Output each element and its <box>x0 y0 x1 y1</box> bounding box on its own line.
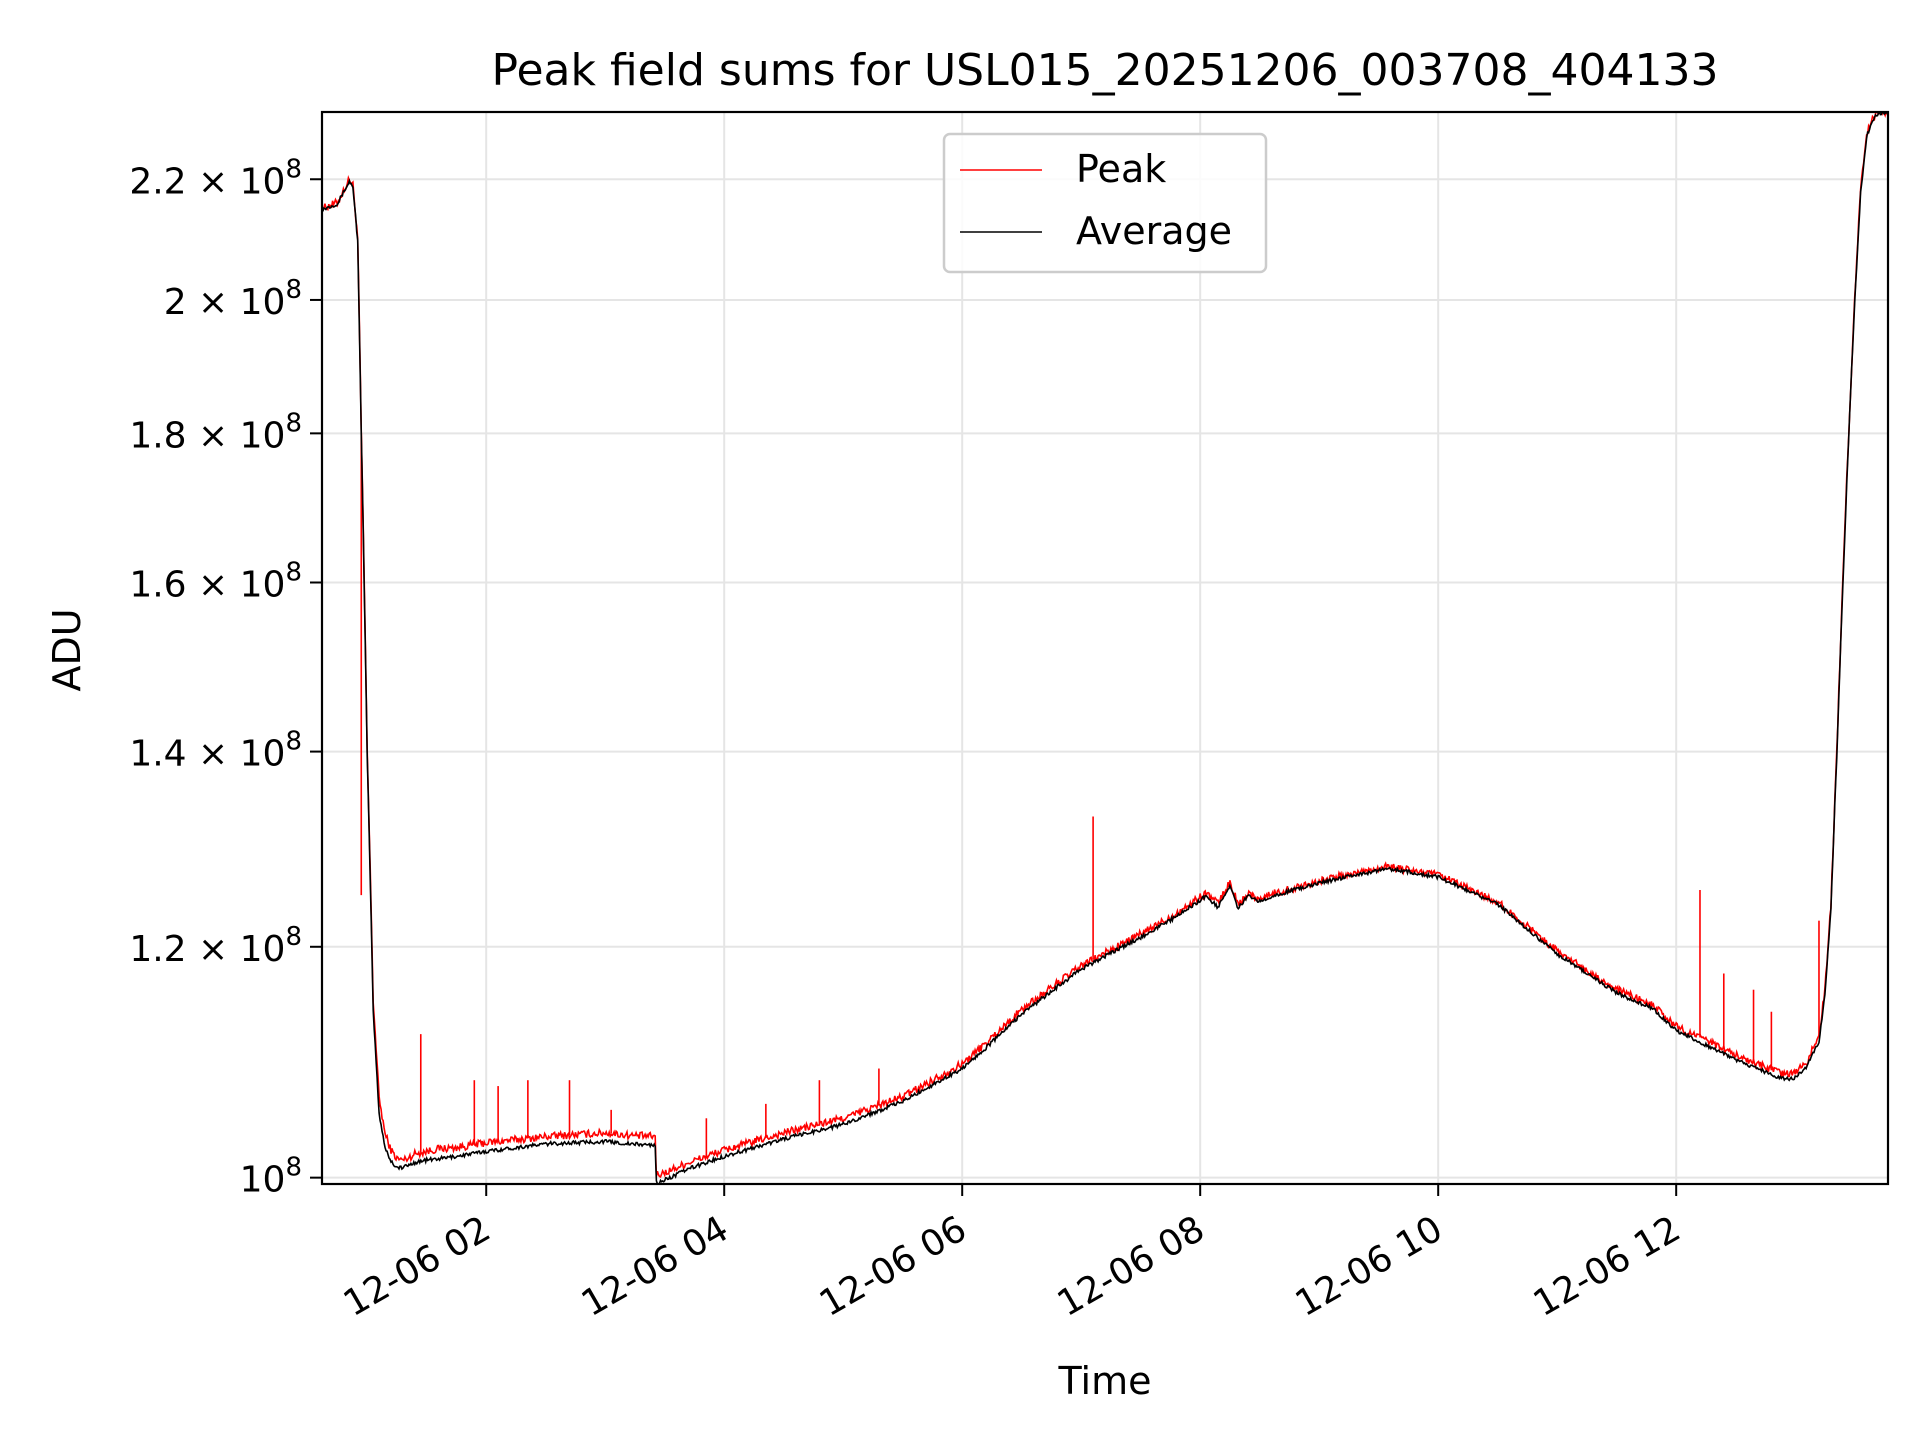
grid <box>322 112 1888 1184</box>
series-line-average <box>322 112 1888 1184</box>
series-line-peak <box>322 112 1888 1178</box>
y-tick-label: 1.2 × 108 <box>129 922 302 970</box>
y-tick-label: 1.8 × 108 <box>129 408 302 456</box>
legend-label-average: Average <box>1076 209 1232 253</box>
chart-title: Peak field sums for USL015_20251206_0037… <box>492 45 1719 96</box>
legend: Peak Average <box>942 132 1268 274</box>
y-tick-label: 1.4 × 108 <box>129 727 302 775</box>
y-axis: 108 1.2 × 108 1.4 × 108 1.6 × 108 1.8 × 108 2… <box>129 154 322 1201</box>
legend-label-peak: Peak <box>1076 147 1166 191</box>
y-tick-label: 1.6 × 108 <box>129 558 302 606</box>
y-tick-label: 2 × 108 <box>164 275 302 323</box>
y-tick-label: 108 <box>240 1153 302 1201</box>
legend-box <box>942 132 1268 274</box>
y-tick-label: 2.2 × 108 <box>129 154 302 202</box>
series-layer <box>322 112 1888 1184</box>
x-axis-label: Time <box>1058 1359 1152 1403</box>
y-axis-label: ADU <box>45 608 89 691</box>
plot-frame <box>320 110 1890 1186</box>
